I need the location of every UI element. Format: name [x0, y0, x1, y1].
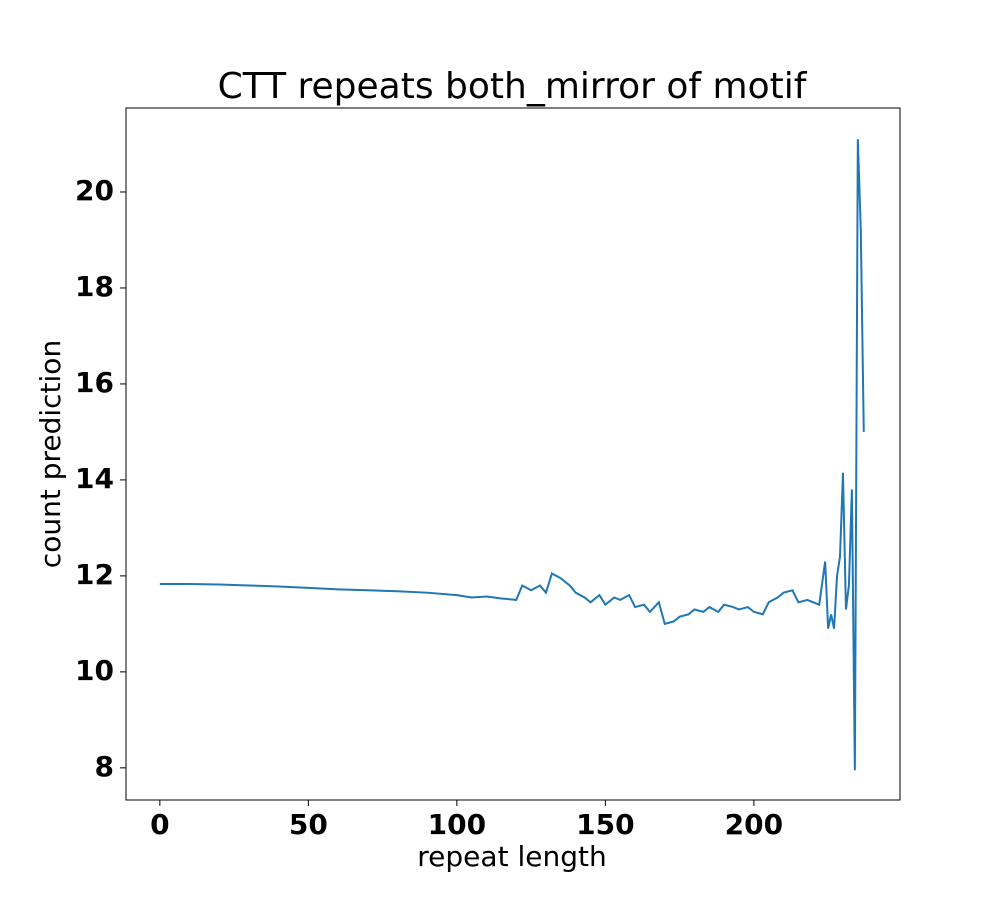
y-tick-label: 20 — [75, 174, 114, 207]
y-tick-label: 12 — [75, 558, 114, 591]
y-axis-label: count prediction — [34, 340, 67, 568]
chart-title: CTT repeats both_mirror of motif — [218, 66, 808, 107]
data-line — [159, 139, 865, 771]
y-tick-label: 14 — [75, 462, 114, 495]
y-tick-label: 16 — [75, 366, 114, 399]
x-tick-label: 50 — [289, 808, 328, 841]
x-tick-label: 0 — [150, 808, 169, 841]
y-tick-label: 10 — [75, 654, 114, 687]
x-tick-label: 100 — [428, 808, 486, 841]
x-tick-label: 200 — [725, 808, 783, 841]
x-axis-label: repeat length — [417, 840, 606, 873]
y-tick-label: 18 — [75, 270, 114, 303]
y-tick-label: 8 — [95, 750, 114, 783]
plot-frame — [125, 107, 901, 801]
x-tick-label: 150 — [576, 808, 634, 841]
